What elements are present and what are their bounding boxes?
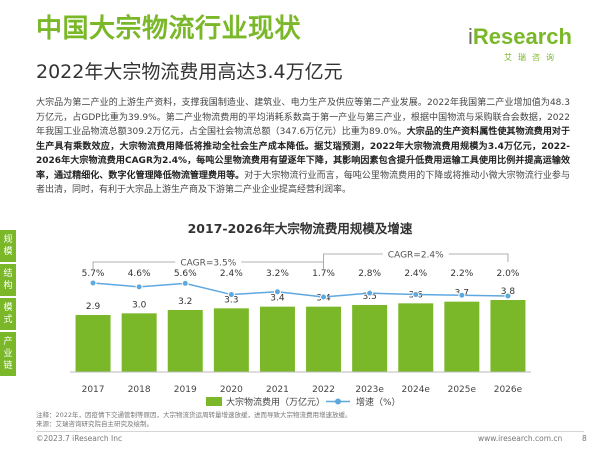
bar-value-label: 2.9: [86, 302, 101, 312]
note-line: 注释：2022年，因疫情下交通管制等原因，大宗物流货运周转量增速放缓，进而导致大…: [36, 411, 352, 419]
footer-copyright: ©2023.7 iResearch Inc: [36, 434, 123, 443]
body-text-2: 对于大宗物流行业而言，每吨公里物流费用的下降或将推动小微大宗物流行业参与者出清，…: [36, 170, 570, 196]
growth-point-2024e: [412, 291, 420, 299]
legend-swatch-point: [335, 398, 341, 405]
side-tab-model[interactable]: 模式: [0, 298, 16, 330]
x-tick-label: 2018: [128, 385, 151, 395]
growth-value-label: 1.7%: [312, 269, 335, 279]
bar-2024e: [398, 303, 434, 372]
footer-url[interactable]: www.iresearch.com.cn: [478, 434, 563, 443]
growth-point-2020: [227, 291, 235, 299]
bar-2023e: [352, 305, 388, 372]
growth-value-label: 2.8%: [358, 269, 381, 279]
bar-2022: [306, 306, 342, 372]
cagr-bracket: [323, 253, 509, 262]
x-tick-label: 2020: [220, 385, 243, 395]
growth-value-label: 5.6%: [174, 269, 197, 279]
legend-label-bars: 大宗物流费用（万亿元）: [226, 396, 325, 408]
page-subtitle: 2022年大宗物流费用高达3.4万亿元: [36, 61, 343, 83]
bar-2021: [259, 306, 295, 372]
side-tab-scale[interactable]: 规模: [0, 230, 16, 262]
growth-value-label: 4.6%: [128, 269, 151, 279]
growth-point-2017: [89, 279, 97, 287]
side-tab-structure[interactable]: 结构: [0, 264, 16, 296]
x-tick-label: 2023e: [355, 385, 384, 395]
bar-value-label: 3.2: [178, 297, 192, 307]
bar-2020: [213, 308, 249, 372]
x-tick-label: 2021: [266, 385, 289, 395]
x-tick-label: 2024e: [402, 385, 431, 395]
growth-point-2025e: [458, 291, 466, 299]
x-tick-label: 2019: [174, 385, 197, 395]
side-nav: 规模 结构 模式 产业链: [0, 230, 16, 378]
bar-value-label: 3.0: [132, 300, 147, 310]
growth-series-line: [92, 282, 508, 298]
page-title: 中国大宗物流行业现状: [36, 14, 302, 44]
x-tick-label: 2022: [312, 385, 335, 395]
bar-value-label: 3.3: [224, 295, 238, 305]
footer-divider: [36, 431, 584, 432]
bar-2018: [121, 313, 157, 372]
growth-point-2019: [181, 279, 189, 287]
growth-value-label: 2.4%: [220, 269, 243, 279]
side-tab-industry-chain[interactable]: 产业链: [0, 332, 16, 376]
body-paragraph: 大宗品为第二产业的上游生产资料，支撑我国制造业、建筑业、电力生产及供应等第二产业…: [36, 96, 570, 198]
logo-subtitle: 艾瑞咨询: [504, 53, 560, 62]
growth-point-2026e: [504, 292, 512, 300]
bar-value-label: 3.5: [362, 292, 376, 302]
chart-title: 2017-2026年大宗物流费用规模及增速: [187, 221, 413, 236]
cagr-label: CAGR=2.4%: [388, 251, 444, 261]
cagr-label: CAGR=3.5%: [180, 259, 236, 269]
bar-2025e: [444, 301, 480, 372]
x-tick-label: 2025e: [448, 385, 477, 395]
bar-2019: [167, 310, 203, 372]
chart-note: 注释：2022年，因疫情下交通管制等原因，大宗物流货运周转量增速放缓，进而导致大…: [36, 411, 566, 428]
x-tick-label: 2017: [82, 385, 105, 395]
body-text-bold: 大宗品的生产资料属性使其物流费用对于生产具有乘数效应，大宗物流费用降低将推动全社…: [36, 127, 570, 181]
bar-value-label: 3.4: [270, 294, 285, 304]
growth-value-label: 3.2%: [266, 269, 289, 279]
growth-point-2018: [135, 283, 143, 291]
bar-value-label: 3.8: [501, 287, 516, 297]
growth-value-label: 2.4%: [404, 269, 427, 279]
growth-point-2021: [273, 288, 281, 296]
logo-wordmark: iResearch: [468, 24, 572, 49]
page-number: 8: [582, 434, 587, 443]
growth-point-2023e: [366, 289, 374, 297]
legend-swatch-bars: [206, 397, 222, 406]
growth-value-label: 2.0%: [497, 269, 520, 279]
bar-2026e: [490, 300, 526, 372]
growth-point-2022: [320, 293, 328, 301]
body-text-1: 大宗品为第二产业的上游生产资料，支撑我国制造业、建筑业、电力生产及供应等第二产业…: [36, 98, 570, 137]
bar-2017: [75, 315, 111, 372]
source-line: 来源：艾瑞咨询研究院自主研究及绘制。: [36, 419, 153, 428]
legend-label-line: 增速（%）: [356, 396, 401, 408]
iresearch-logo: iResearch 艾瑞咨询: [468, 24, 578, 70]
growth-value-label: 2.2%: [450, 269, 473, 279]
growth-value-label: 5.7%: [82, 269, 105, 279]
x-tick-label: 2026e: [494, 385, 523, 395]
